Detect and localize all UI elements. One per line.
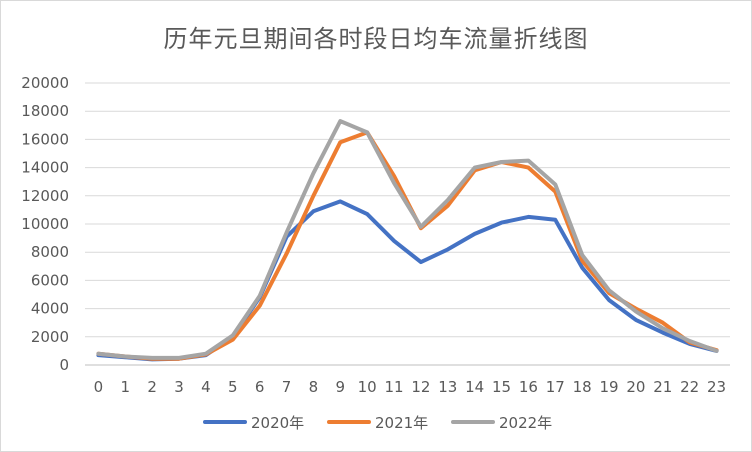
x-tick-label: 9 [336,378,346,396]
x-tick-label: 22 [680,378,699,396]
y-tick-label: 18000 [21,102,69,120]
x-tick-label: 18 [573,378,592,396]
x-tick-label: 16 [519,378,538,396]
y-tick-label: 4000 [31,300,69,318]
chart-title: 历年元旦期间各时段日均车流量折线图 [163,25,589,53]
x-tick-label: 7 [282,378,292,396]
x-tick-label: 17 [546,378,565,396]
y-tick-label: 0 [59,356,69,374]
x-tick-label: 19 [600,378,619,396]
x-tick-label: 1 [121,378,131,396]
x-tick-label: 21 [653,378,672,396]
x-tick-label: 10 [358,378,377,396]
x-tick-label: 2 [147,378,157,396]
y-tick-label: 2000 [31,328,69,346]
y-tick-label: 6000 [31,271,69,289]
legend-label: 2021年 [375,414,428,432]
x-tick-label: 12 [411,378,430,396]
x-tick-label: 6 [255,378,265,396]
y-tick-label: 12000 [21,187,69,205]
x-tick-label: 15 [492,378,511,396]
legend-label: 2020年 [251,414,304,432]
series-line-2022年 [96,119,719,360]
x-tick-label: 20 [626,378,645,396]
y-tick-label: 8000 [31,243,69,261]
y-tick-label: 20000 [21,74,69,92]
y-tick-label: 10000 [21,215,69,233]
x-tick-label: 11 [385,378,404,396]
x-tick-label: 4 [201,378,211,396]
x-tick-label: 14 [465,378,484,396]
x-tick-label: 13 [438,378,457,396]
x-tick-label: 5 [228,378,238,396]
x-tick-label: 23 [707,378,726,396]
x-tick-label: 3 [174,378,184,396]
x-tick-label: 8 [309,378,319,396]
series-line-2021年 [96,130,719,361]
y-tick-label: 16000 [21,130,69,148]
y-tick-label: 14000 [21,159,69,177]
x-tick-label: 0 [94,378,104,396]
legend-label: 2022年 [499,414,552,432]
